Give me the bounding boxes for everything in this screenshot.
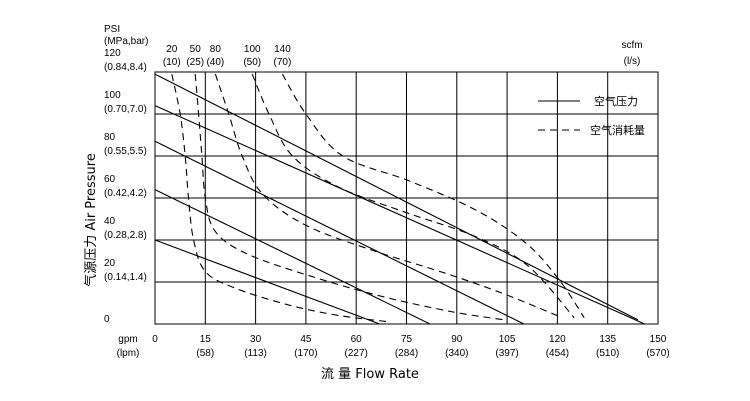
y-tick-sub-2: (0.28,2.8) bbox=[104, 230, 147, 241]
x-axis-title: 流 量 Flow Rate bbox=[321, 367, 419, 382]
scfm-tick-label-3: 100 bbox=[244, 44, 261, 55]
legend-dashed-label: 空气消耗量 bbox=[590, 123, 645, 137]
x-unit-label: gpm bbox=[118, 334, 137, 345]
scfm-tick-sub-3: (50) bbox=[243, 57, 261, 68]
y-tick-sub-4: (0.55,5.5) bbox=[104, 146, 147, 157]
pressure-line-1 bbox=[154, 189, 431, 325]
x-tick-sub-2: (113) bbox=[244, 348, 267, 359]
y-tick-sub-3: (0.42,4.2) bbox=[104, 188, 147, 199]
x-tick-label-3: 45 bbox=[300, 334, 312, 345]
air-consumption-curve-0 bbox=[171, 73, 390, 323]
x-tick-sub-4: (227) bbox=[345, 348, 368, 359]
scfm-tick-label-0: 20 bbox=[166, 44, 178, 55]
legend-solid-label: 空气压力 bbox=[594, 94, 638, 108]
x-tick-label-10: 150 bbox=[650, 334, 667, 345]
air-consumption-curve-3 bbox=[251, 73, 575, 319]
pressure-line-2 bbox=[154, 140, 525, 325]
scfm-tick-label-4: 140 bbox=[274, 44, 291, 55]
x-tick-sub-6: (340) bbox=[445, 348, 468, 359]
x-tick-label-7: 105 bbox=[499, 334, 516, 345]
x-tick-sub-5: (284) bbox=[395, 348, 418, 359]
top-unit-label: scfm bbox=[621, 40, 642, 51]
y-tick-label-3: 60 bbox=[104, 174, 116, 185]
y-tick-label-2: 40 bbox=[104, 216, 116, 227]
scfm-tick-sub-0: (10) bbox=[163, 57, 181, 68]
y-axis-title: 气源压力 Air Pressure bbox=[83, 153, 99, 287]
legend: 空气压力 空气消耗量 bbox=[538, 94, 645, 137]
air-consumption-curve-4 bbox=[281, 73, 585, 319]
x-tick-label-6: 90 bbox=[451, 334, 463, 345]
pressure-line-4 bbox=[154, 73, 639, 321]
air-consumption-curve-1 bbox=[194, 74, 504, 321]
x-tick-sub-10: (570) bbox=[646, 348, 669, 359]
top-unit-sub: (l/s) bbox=[624, 56, 641, 67]
x-tick-label-9: 135 bbox=[599, 334, 616, 345]
air-consumption-curve-2 bbox=[214, 73, 558, 317]
x-tick-sub-9: (510) bbox=[596, 348, 619, 359]
y-tick-label-0: 0 bbox=[104, 314, 110, 325]
grid bbox=[154, 71, 659, 325]
x-tick-label-0: 0 bbox=[152, 334, 158, 345]
y-unit-sub: (MPa,bar) bbox=[104, 36, 148, 47]
x-tick-label-4: 60 bbox=[351, 334, 363, 345]
y-tick-label-4: 80 bbox=[104, 132, 116, 143]
label-layer: PSI (MPa,bar) gpm (lpm) scfm (l/s) 流 量 F… bbox=[83, 24, 670, 382]
y-tick-sub-1: (0.14,1.4) bbox=[104, 272, 147, 283]
x-tick-sub-3: (170) bbox=[294, 348, 317, 359]
pressure-line-0 bbox=[154, 239, 380, 325]
x-tick-label-8: 120 bbox=[549, 334, 566, 345]
series-layer bbox=[154, 73, 645, 325]
y-tick-label-6: 120 bbox=[104, 48, 121, 59]
y-unit-label: PSI bbox=[104, 24, 120, 35]
scfm-tick-sub-2: (40) bbox=[206, 57, 224, 68]
scfm-tick-label-1: 50 bbox=[190, 44, 202, 55]
pressure-line-3 bbox=[154, 105, 645, 325]
x-tick-sub-8: (454) bbox=[546, 348, 569, 359]
y-tick-label-1: 20 bbox=[104, 258, 116, 269]
y-tick-sub-6: (0.84,8.4) bbox=[104, 62, 147, 73]
scfm-tick-sub-1: (25) bbox=[186, 57, 204, 68]
x-tick-label-2: 30 bbox=[250, 334, 262, 345]
grid-lines bbox=[155, 72, 658, 324]
x-unit-sub: (lpm) bbox=[117, 348, 140, 359]
y-tick-label-5: 100 bbox=[104, 90, 121, 101]
y-tick-sub-5: (0.70,7.0) bbox=[104, 104, 147, 115]
x-tick-sub-1: (58) bbox=[196, 348, 214, 359]
x-tick-label-1: 15 bbox=[200, 334, 212, 345]
scfm-tick-sub-4: (70) bbox=[274, 57, 292, 68]
scfm-tick-label-2: 80 bbox=[210, 44, 222, 55]
x-tick-label-5: 75 bbox=[401, 334, 413, 345]
x-tick-sub-7: (397) bbox=[495, 348, 518, 359]
